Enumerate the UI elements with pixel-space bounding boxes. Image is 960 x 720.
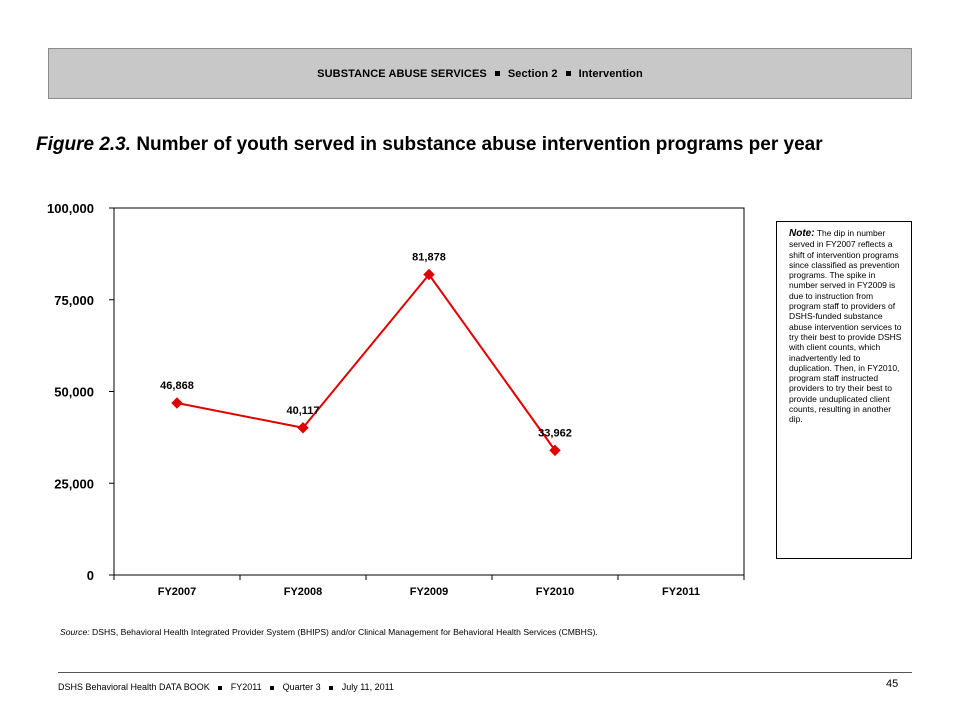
source-citation: Source: DSHS, Behavioral Health Integrat… (60, 627, 598, 637)
footer: DSHS Behavioral Health DATA BOOK FY2011 … (58, 682, 394, 692)
bullet-square-icon (565, 71, 571, 76)
series-line (176, 272, 556, 451)
note-label: Note: (789, 228, 815, 239)
bullet-square-icon (270, 685, 275, 690)
section-header: SUBSTANCE ABUSE SERVICES Section 2 Inter… (48, 48, 912, 99)
bullet-square-icon (329, 685, 334, 690)
header-section-number: Section 2 (507, 67, 558, 80)
figure-label: Figure 2.3. (36, 134, 132, 155)
note-text: The dip in number served in FY2007 refle… (789, 228, 902, 425)
x-tick-label: FY2009 (410, 586, 449, 598)
bullet-square-icon (494, 71, 500, 76)
footer-divider (58, 672, 912, 673)
figure-title: Figure 2.3. Number of youth served in su… (36, 134, 823, 156)
header-section-name: SUBSTANCE ABUSE SERVICES (317, 67, 487, 80)
data-point-marker (297, 422, 309, 434)
data-label: 46,868 (160, 380, 194, 392)
bullet-square-icon (218, 685, 223, 690)
x-tick-label: FY2008 (284, 586, 323, 598)
data-point-marker (423, 268, 435, 281)
footer-publication: DSHS Behavioral Health DATA BOOK (58, 682, 210, 692)
data-point-marker (171, 397, 183, 409)
footer-fiscal-year: FY2011 (230, 682, 262, 692)
header-topic: Intervention (578, 67, 643, 80)
note-box: Note: The dip in number served in FY2007… (776, 221, 912, 559)
y-tick-label: 0 (87, 568, 94, 583)
footer-date: July 11, 2011 (341, 682, 394, 692)
data-label: 40,117 (286, 405, 319, 417)
data-point-marker (549, 444, 561, 457)
data-label: 33,962 (538, 427, 572, 439)
x-tick-label: FY2007 (158, 586, 197, 598)
x-tick-label: FY2010 (536, 586, 575, 598)
line-chart: 0 25,000 50,000 75,000 100,000 FY2007 FY2008 FY… (47, 201, 745, 598)
y-tick-label: 50,000 (54, 385, 94, 400)
figure-title-text: Number of youth served in substance abus… (136, 134, 823, 155)
source-label: Source: (60, 627, 90, 637)
y-tick-label: 100,000 (47, 201, 94, 216)
y-tick-label: 75,000 (54, 293, 94, 308)
source-text: DSHS, Behavioral Health Integrated Provi… (92, 627, 598, 637)
y-tick-label: 25,000 (54, 476, 94, 491)
footer-quarter: Quarter 3 (282, 682, 321, 692)
page-number: 45 (886, 678, 899, 690)
x-tick-label: FY2011 (662, 586, 700, 598)
data-label: 81,878 (412, 252, 446, 264)
